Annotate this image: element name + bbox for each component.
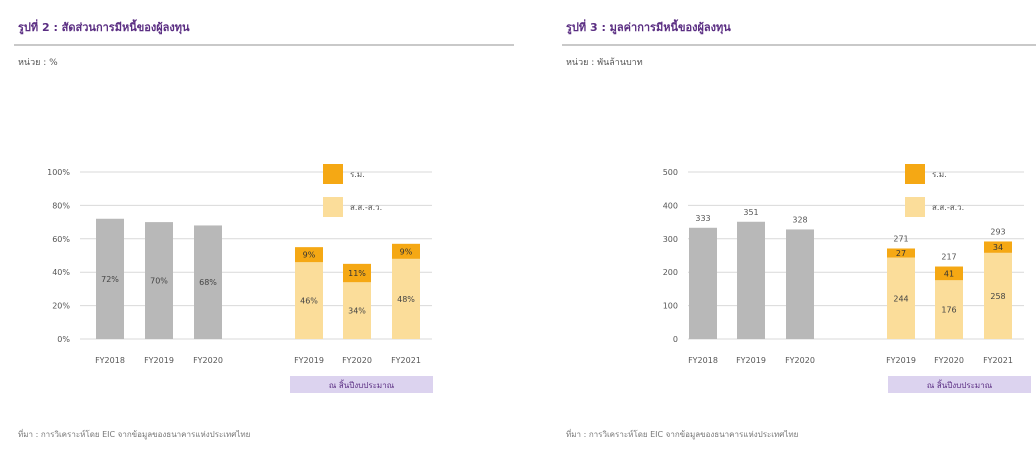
bar-total	[786, 229, 814, 339]
chart-panel-debt-value: รูปที่ 3 : มูลค่าการมีหนี้ของผู้ลงทุน หน…	[548, 0, 1036, 460]
data-label: 27	[896, 249, 906, 258]
title-divider	[562, 44, 1036, 46]
bar-total-label: 351	[743, 208, 758, 217]
data-label: 244	[893, 294, 908, 303]
bar-segment-upper	[295, 247, 323, 263]
data-label: 46%	[300, 297, 318, 306]
y-tick-label: 40%	[52, 268, 70, 277]
bar-segment-upper	[984, 241, 1012, 253]
x-tick-label: FY2018	[95, 356, 125, 365]
bar-segment-upper	[392, 243, 420, 259]
y-tick-label: 20%	[52, 302, 70, 311]
title-divider	[14, 44, 514, 46]
chart-panel-debt-share: รูปที่ 2 : สัดส่วนการมีหนี้ของผู้ลงทุน ห…	[0, 0, 514, 460]
x-tick-label: FY2020	[342, 356, 372, 365]
chart-title: รูปที่ 3 : มูลค่าการมีหนี้ของผู้ลงทุน	[566, 21, 731, 34]
bar-total	[145, 222, 173, 339]
bar-total-label: 271	[893, 234, 908, 243]
x-tick-label: FY2019	[294, 356, 324, 365]
bar-total	[689, 227, 717, 339]
bar-total-label: 333	[695, 214, 710, 223]
bar-segment-lower	[935, 280, 963, 339]
bar-segment-lower	[392, 258, 420, 339]
x-tick-label: FY2020	[934, 356, 964, 365]
x-tick-label: FY2019	[144, 356, 174, 365]
data-label: 41	[944, 269, 954, 278]
data-label: 48%	[397, 295, 415, 304]
data-label: 258	[990, 292, 1005, 301]
bar-segment-upper	[887, 248, 915, 258]
legend-swatch	[323, 164, 343, 184]
legend-label: ร.ม.	[350, 170, 365, 179]
group-label: ณ สิ้นปีงบประมาณ	[329, 379, 395, 390]
data-label: 34	[993, 243, 1003, 252]
data-label: 176	[941, 306, 956, 315]
y-tick-label: 200	[663, 268, 678, 277]
source-note: ที่มา : การวิเคราะห์โดย EIC จากข้อมูลของ…	[566, 430, 799, 439]
unit-label: หน่วย : พันล้านบาท	[566, 58, 643, 68]
y-tick-label: 400	[663, 201, 678, 210]
y-tick-label: 500	[663, 168, 678, 177]
data-label: 9%	[400, 247, 413, 256]
data-label: 11%	[348, 269, 366, 278]
legend-swatch	[905, 197, 925, 217]
x-tick-label: FY2019	[736, 356, 766, 365]
data-label: 70%	[150, 277, 168, 286]
y-tick-label: 0%	[57, 335, 70, 344]
x-tick-label: FY2018	[688, 356, 718, 365]
bar-total-label: 293	[990, 227, 1005, 236]
data-label: 68%	[199, 278, 217, 287]
legend-label: ร.ม.	[932, 170, 947, 179]
y-tick-label: 80%	[52, 201, 70, 210]
bar-segment-upper	[935, 266, 963, 281]
unit-label: หน่วย : %	[18, 58, 58, 68]
stacked-bar-chart: 100% 80% 60% 40% 20% 0% 72% FY2018 70% FY2019 68% F…	[47, 164, 433, 393]
x-tick-label: FY2019	[886, 356, 916, 365]
bar-total	[194, 225, 222, 339]
legend-label: ส.ส.-ส.ว.	[350, 203, 382, 212]
bar-segment-upper	[343, 263, 371, 283]
bar-total-label: 217	[941, 253, 956, 262]
legend-swatch	[323, 197, 343, 217]
y-tick-label: 300	[663, 235, 678, 244]
group-label-box	[290, 376, 433, 393]
data-label: 72%	[101, 275, 119, 284]
group-label: ณ สิ้นปีงบประมาณ	[927, 379, 993, 390]
data-label: 34%	[348, 307, 366, 316]
bar-segment-lower	[343, 282, 371, 339]
bar-total-label: 328	[792, 215, 807, 224]
bar-segment-lower	[295, 262, 323, 339]
legend-label: ส.ส.-ส.ว.	[932, 203, 964, 212]
y-tick-label: 100	[663, 302, 678, 311]
stacked-bar-chart: 500 400 300 200 100 0 333 FY2018 351 FY2019 328 FY2…	[663, 164, 1031, 393]
y-tick-label: 0	[673, 335, 678, 344]
y-tick-label: 60%	[52, 235, 70, 244]
x-tick-label: FY2020	[193, 356, 223, 365]
group-label-box	[888, 376, 1031, 393]
x-tick-label: FY2021	[983, 356, 1013, 365]
legend-swatch	[905, 164, 925, 184]
bar-total	[96, 218, 124, 339]
bar-total	[737, 221, 765, 339]
x-tick-label: FY2021	[391, 356, 421, 365]
x-tick-label: FY2020	[785, 356, 815, 365]
source-note: ที่มา : การวิเคราะห์โดย EIC จากข้อมูลของ…	[18, 430, 251, 439]
y-tick-label: 100%	[47, 168, 70, 177]
chart-title: รูปที่ 2 : สัดส่วนการมีหนี้ของผู้ลงทุน	[18, 21, 190, 34]
bar-segment-lower	[887, 257, 915, 339]
bar-segment-lower	[984, 252, 1012, 339]
data-label: 9%	[303, 251, 316, 260]
